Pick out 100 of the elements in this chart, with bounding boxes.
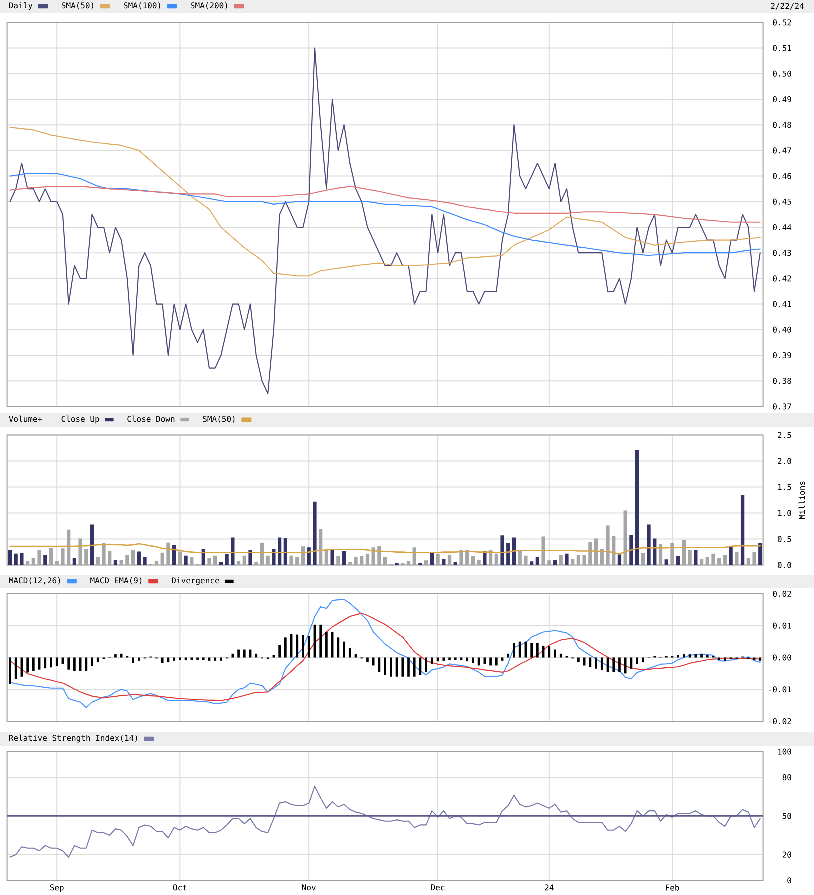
bar	[724, 658, 726, 661]
bar	[460, 658, 463, 660]
bar	[14, 658, 18, 680]
y-tick-label: 0.02	[773, 590, 792, 598]
bar	[91, 658, 94, 666]
bar	[530, 562, 534, 566]
bar	[302, 635, 304, 658]
legend-label: MACD EMA(9)	[90, 577, 142, 585]
bar	[624, 658, 627, 674]
bar	[512, 538, 516, 566]
y-tick-label: 50	[782, 813, 792, 820]
bar	[248, 550, 252, 566]
bar	[278, 644, 281, 658]
bar	[184, 556, 188, 566]
bar	[120, 654, 123, 658]
y-tick-label: 0.5	[778, 536, 792, 542]
bar	[466, 658, 469, 662]
bar	[272, 549, 276, 566]
bar	[548, 646, 551, 658]
bar	[706, 655, 709, 658]
legend-label: Close Down	[128, 416, 175, 422]
bar	[560, 654, 562, 658]
bar	[44, 555, 48, 566]
bar	[9, 658, 12, 684]
bar	[342, 551, 346, 566]
bar	[278, 538, 282, 566]
legend-label: Close Up	[62, 416, 100, 424]
bar	[348, 648, 352, 658]
bar	[536, 557, 540, 566]
x-tick-label: Dec	[431, 884, 445, 891]
bar	[408, 658, 410, 677]
bar	[636, 658, 638, 664]
bar	[694, 654, 698, 658]
bar	[729, 547, 733, 566]
bar	[284, 638, 287, 658]
bar	[208, 658, 211, 661]
bar	[214, 658, 217, 661]
bar	[612, 658, 616, 672]
bar	[413, 658, 416, 677]
y-tick-label: 0.38	[773, 378, 792, 384]
y-tick-label: 1.5	[778, 484, 792, 490]
bar	[618, 554, 622, 566]
bar	[565, 554, 569, 566]
bar	[448, 658, 451, 660]
bar	[618, 658, 621, 672]
bar	[337, 638, 340, 658]
bar	[219, 562, 224, 566]
y-tick-label: 0.0	[778, 562, 792, 568]
bar	[600, 658, 604, 670]
bar	[740, 495, 745, 566]
bar	[90, 524, 94, 566]
bar	[384, 658, 386, 676]
y-tick-label: 1.0	[778, 510, 792, 516]
bar	[8, 550, 12, 566]
legend-label: Divergence	[172, 577, 220, 586]
bar	[255, 654, 258, 658]
bar	[472, 658, 474, 664]
bar	[430, 553, 434, 566]
y-axis-title: Millions	[798, 482, 806, 520]
bar	[642, 658, 644, 663]
y-tick-label: 2.0	[778, 458, 792, 464]
bar	[595, 658, 598, 669]
bar	[507, 654, 510, 658]
legend-label: MACD(12,26)	[9, 577, 60, 585]
bar	[114, 654, 117, 658]
bar	[202, 658, 205, 660]
bar	[402, 658, 404, 677]
bar	[96, 658, 100, 663]
x-tick-label: Oct	[173, 884, 187, 891]
y-tick-label: 2.5	[778, 432, 792, 438]
bar	[694, 550, 698, 566]
y-tick-label: -0.01	[769, 686, 792, 693]
bar	[759, 658, 762, 661]
bar	[308, 636, 310, 658]
x-tick-label: Sep	[50, 884, 64, 892]
legend-title: Volume+	[9, 416, 42, 422]
bar	[26, 658, 29, 673]
bar	[50, 658, 52, 668]
bar	[20, 553, 24, 566]
bar	[578, 658, 580, 663]
bar	[179, 658, 182, 660]
bar	[138, 658, 140, 661]
bar	[14, 554, 18, 566]
bar	[44, 658, 47, 669]
y-tick-label: 0	[788, 878, 792, 884]
bar	[758, 543, 762, 566]
bar	[490, 658, 492, 666]
y-tick-label: 100	[778, 748, 792, 755]
bar	[431, 658, 434, 664]
bar	[296, 634, 299, 658]
bar	[231, 538, 235, 566]
bar	[326, 632, 328, 658]
bar	[243, 650, 246, 658]
bar	[85, 658, 88, 672]
bar	[454, 658, 457, 660]
y-tick-label: 20	[782, 852, 792, 858]
bar	[536, 643, 539, 658]
bar	[184, 658, 188, 660]
bar	[683, 654, 686, 658]
bar	[137, 552, 141, 566]
